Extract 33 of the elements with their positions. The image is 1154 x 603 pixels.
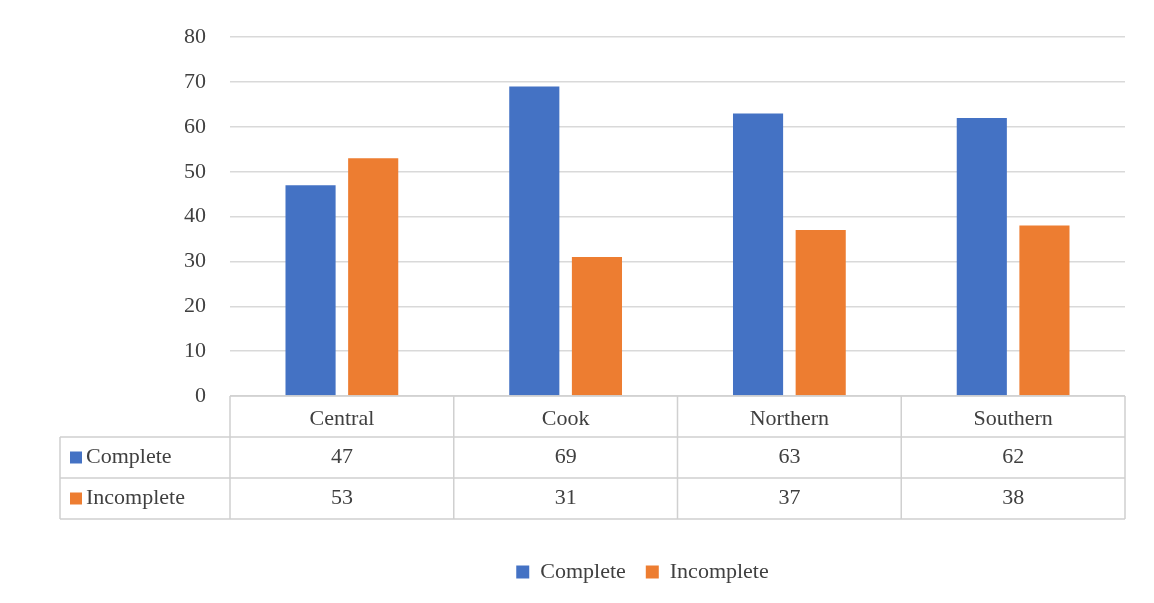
y-tick-label: 80 — [184, 22, 206, 48]
y-tick-label: 40 — [184, 202, 206, 228]
y-tick-label: 70 — [184, 67, 206, 93]
x-tick-label: Northern — [749, 404, 830, 430]
bar — [956, 117, 1007, 396]
legend-label: Complete — [86, 443, 172, 469]
data-label: 53 — [330, 484, 353, 510]
bar — [571, 256, 623, 396]
x-tick-label: Central — [309, 404, 375, 430]
data-label: 38 — [1002, 484, 1025, 510]
data-label: 62 — [1002, 443, 1025, 469]
text: Complete — [540, 557, 626, 583]
bar — [732, 113, 784, 396]
data-label: 69 — [554, 443, 577, 469]
bar — [795, 230, 846, 396]
bar — [509, 86, 560, 396]
y-tick-label: 20 — [184, 292, 206, 318]
bar — [285, 185, 336, 396]
data-label: 63 — [778, 443, 801, 469]
y-tick-label: 50 — [184, 157, 206, 183]
legend-label: Incomplete — [669, 557, 769, 583]
bar — [348, 158, 399, 396]
data-label: 47 — [330, 443, 353, 469]
data-label: 31 — [554, 484, 577, 510]
y-tick-label: 30 — [184, 247, 206, 273]
data-label: 37 — [778, 484, 801, 510]
y-tick-label: 0 — [195, 381, 206, 407]
x-tick-label: Cook — [541, 404, 590, 430]
bar — [1019, 225, 1070, 396]
text: Incomplete — [86, 484, 185, 510]
x-tick-label: Southern — [973, 404, 1053, 430]
y-tick-label: 10 — [184, 336, 206, 362]
y-tick-label: 60 — [184, 112, 206, 138]
